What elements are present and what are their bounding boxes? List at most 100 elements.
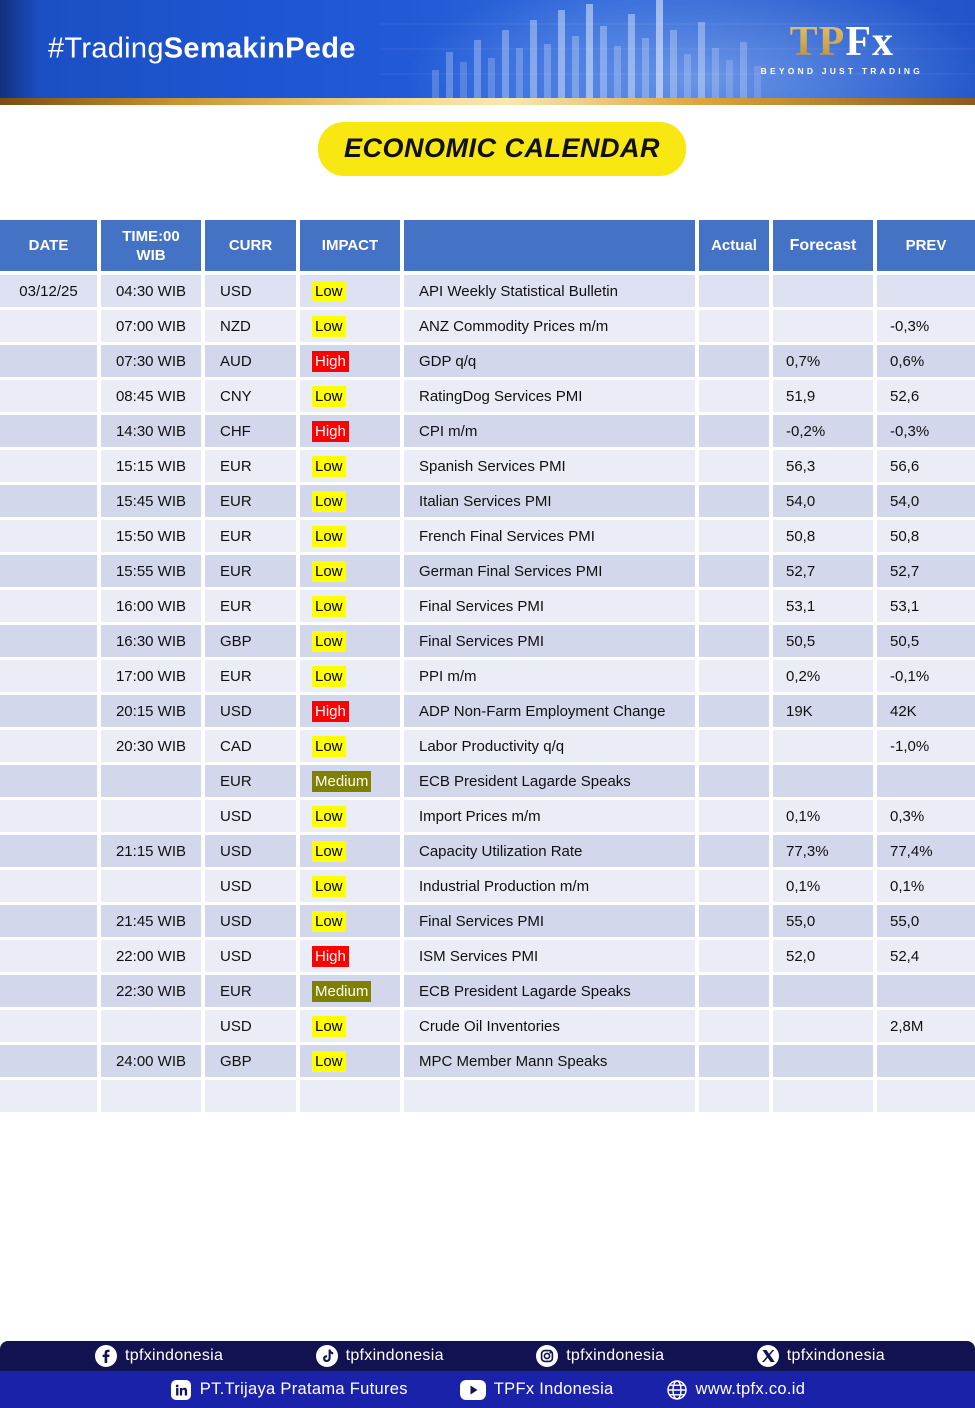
cell-prev: 0,3%	[877, 800, 975, 835]
impact-badge: High	[312, 945, 349, 967]
social-label: tpfxindonesia	[345, 1347, 444, 1364]
cell-date	[0, 450, 101, 485]
cell-forecast: 53,1	[773, 590, 877, 625]
cell-event: Labor Productivity q/q	[404, 730, 699, 765]
cell-event: Final Services PMI	[404, 590, 699, 625]
cell-date	[0, 380, 101, 415]
cell-forecast: 52,0	[773, 940, 877, 975]
social-link-x[interactable]: tpfxindonesia	[756, 1345, 885, 1367]
impact-badge: Low	[312, 280, 346, 302]
social-link-globe[interactable]: www.tpfx.co.id	[666, 1379, 806, 1401]
cell-forecast: 54,0	[773, 485, 877, 520]
cell-impact: Low	[300, 625, 404, 660]
cell-currency: USD	[205, 940, 300, 975]
table-row: EUR Medium ECB President Lagarde Speaks	[0, 765, 975, 800]
table-row: 21:45 WIB USD Low Final Services PMI 55,…	[0, 905, 975, 940]
cell-impact: Low	[300, 870, 404, 905]
cell-currency: EUR	[205, 520, 300, 555]
cell-event: ISM Services PMI	[404, 940, 699, 975]
impact-badge: Low	[312, 455, 346, 477]
cell-prev: 50,5	[877, 625, 975, 660]
cell-forecast	[773, 730, 877, 765]
impact-badge: High	[312, 350, 349, 372]
table-row: 22:30 WIB EUR Medium ECB President Lagar…	[0, 975, 975, 1010]
cell-currency	[205, 1080, 300, 1115]
page-title: ECONOMIC CALENDAR	[318, 122, 686, 176]
impact-badge: Low	[312, 385, 346, 407]
cell-time: 22:30 WIB	[101, 975, 205, 1010]
table-row: 15:55 WIB EUR Low German Final Services …	[0, 555, 975, 590]
social-link-youtube[interactable]: TPFx Indonesia	[459, 1379, 614, 1400]
cell-prev: 0,1%	[877, 870, 975, 905]
social-link-facebook[interactable]: tpfxindonesia	[95, 1345, 223, 1367]
cell-impact	[300, 1080, 404, 1115]
cell-time: 20:15 WIB	[101, 695, 205, 730]
cell-forecast	[773, 975, 877, 1010]
cell-date	[0, 1080, 101, 1115]
cell-actual	[699, 905, 773, 940]
cell-prev: 52,6	[877, 380, 975, 415]
col-header-impact: IMPACT	[300, 220, 404, 275]
impact-badge: Low	[312, 840, 346, 862]
cell-prev: 54,0	[877, 485, 975, 520]
cell-time: 04:30 WIB	[101, 275, 205, 310]
cell-actual	[699, 765, 773, 800]
social-link-linkedin[interactable]: PT.Trijaya Pratama Futures	[170, 1379, 408, 1401]
chart-bars-decoration	[380, 0, 975, 98]
cell-actual	[699, 1010, 773, 1045]
social-link-instagram[interactable]: tpfxindonesia	[536, 1345, 664, 1367]
social-label: tpfxindonesia	[125, 1347, 224, 1364]
cell-forecast: 55,0	[773, 905, 877, 940]
table-row: 22:00 WIB USD High ISM Services PMI 52,0…	[0, 940, 975, 975]
cell-date	[0, 835, 101, 870]
social-label: PT.Trijaya Pratama Futures	[199, 1380, 408, 1398]
cell-forecast: 52,7	[773, 555, 877, 590]
social-link-tiktok[interactable]: tpfxindonesia	[315, 1345, 444, 1367]
cell-impact: Low	[300, 1045, 404, 1080]
impact-badge: Medium	[312, 770, 372, 792]
impact-badge: Medium	[312, 980, 372, 1002]
cell-time: 08:45 WIB	[101, 380, 205, 415]
table-row: USD Low Industrial Production m/m 0,1% 0…	[0, 870, 975, 905]
social-label: www.tpfx.co.id	[695, 1380, 806, 1398]
cell-event: Final Services PMI	[404, 905, 699, 940]
cell-forecast	[773, 1080, 877, 1115]
cell-forecast	[773, 1010, 877, 1045]
cell-date	[0, 660, 101, 695]
cell-time	[101, 870, 205, 905]
cell-currency: NZD	[205, 310, 300, 345]
cell-currency: EUR	[205, 975, 300, 1010]
social-label: tpfxindonesia	[566, 1347, 665, 1364]
cell-impact: Low	[300, 450, 404, 485]
cell-date	[0, 310, 101, 345]
cell-actual	[699, 800, 773, 835]
impact-badge: Low	[312, 665, 346, 687]
cell-time: 22:00 WIB	[101, 940, 205, 975]
table-row: 03/12/25 04:30 WIB USD Low API Weekly St…	[0, 275, 975, 310]
impact-badge: Low	[312, 805, 346, 827]
cell-time: 07:30 WIB	[101, 345, 205, 380]
cell-actual	[699, 555, 773, 590]
impact-badge: Low	[312, 735, 346, 757]
impact-badge: Low	[312, 630, 346, 652]
cell-forecast: 19K	[773, 695, 877, 730]
cell-currency: USD	[205, 835, 300, 870]
calendar-table-body: 03/12/25 04:30 WIB USD Low API Weekly St…	[0, 275, 975, 1115]
globe-icon	[666, 1379, 688, 1401]
cell-currency: GBP	[205, 625, 300, 660]
table-row: 15:45 WIB EUR Low Italian Services PMI 5…	[0, 485, 975, 520]
table-row: 16:00 WIB EUR Low Final Services PMI 53,…	[0, 590, 975, 625]
logo-tp: TP	[789, 19, 846, 65]
impact-badge: Low	[312, 490, 346, 512]
cell-event: ECB President Lagarde Speaks	[404, 765, 699, 800]
cell-actual	[699, 835, 773, 870]
cell-forecast	[773, 765, 877, 800]
table-row: 24:00 WIB GBP Low MPC Member Mann Speaks	[0, 1045, 975, 1080]
table-row: USD Low Crude Oil Inventories 2,8M	[0, 1010, 975, 1045]
banner-glow-decoration	[0, 0, 975, 98]
col-header-time: TIME:00 WIB	[101, 220, 205, 275]
cell-currency: USD	[205, 800, 300, 835]
cell-impact: Low	[300, 905, 404, 940]
table-row: 20:15 WIB USD High ADP Non-Farm Employme…	[0, 695, 975, 730]
